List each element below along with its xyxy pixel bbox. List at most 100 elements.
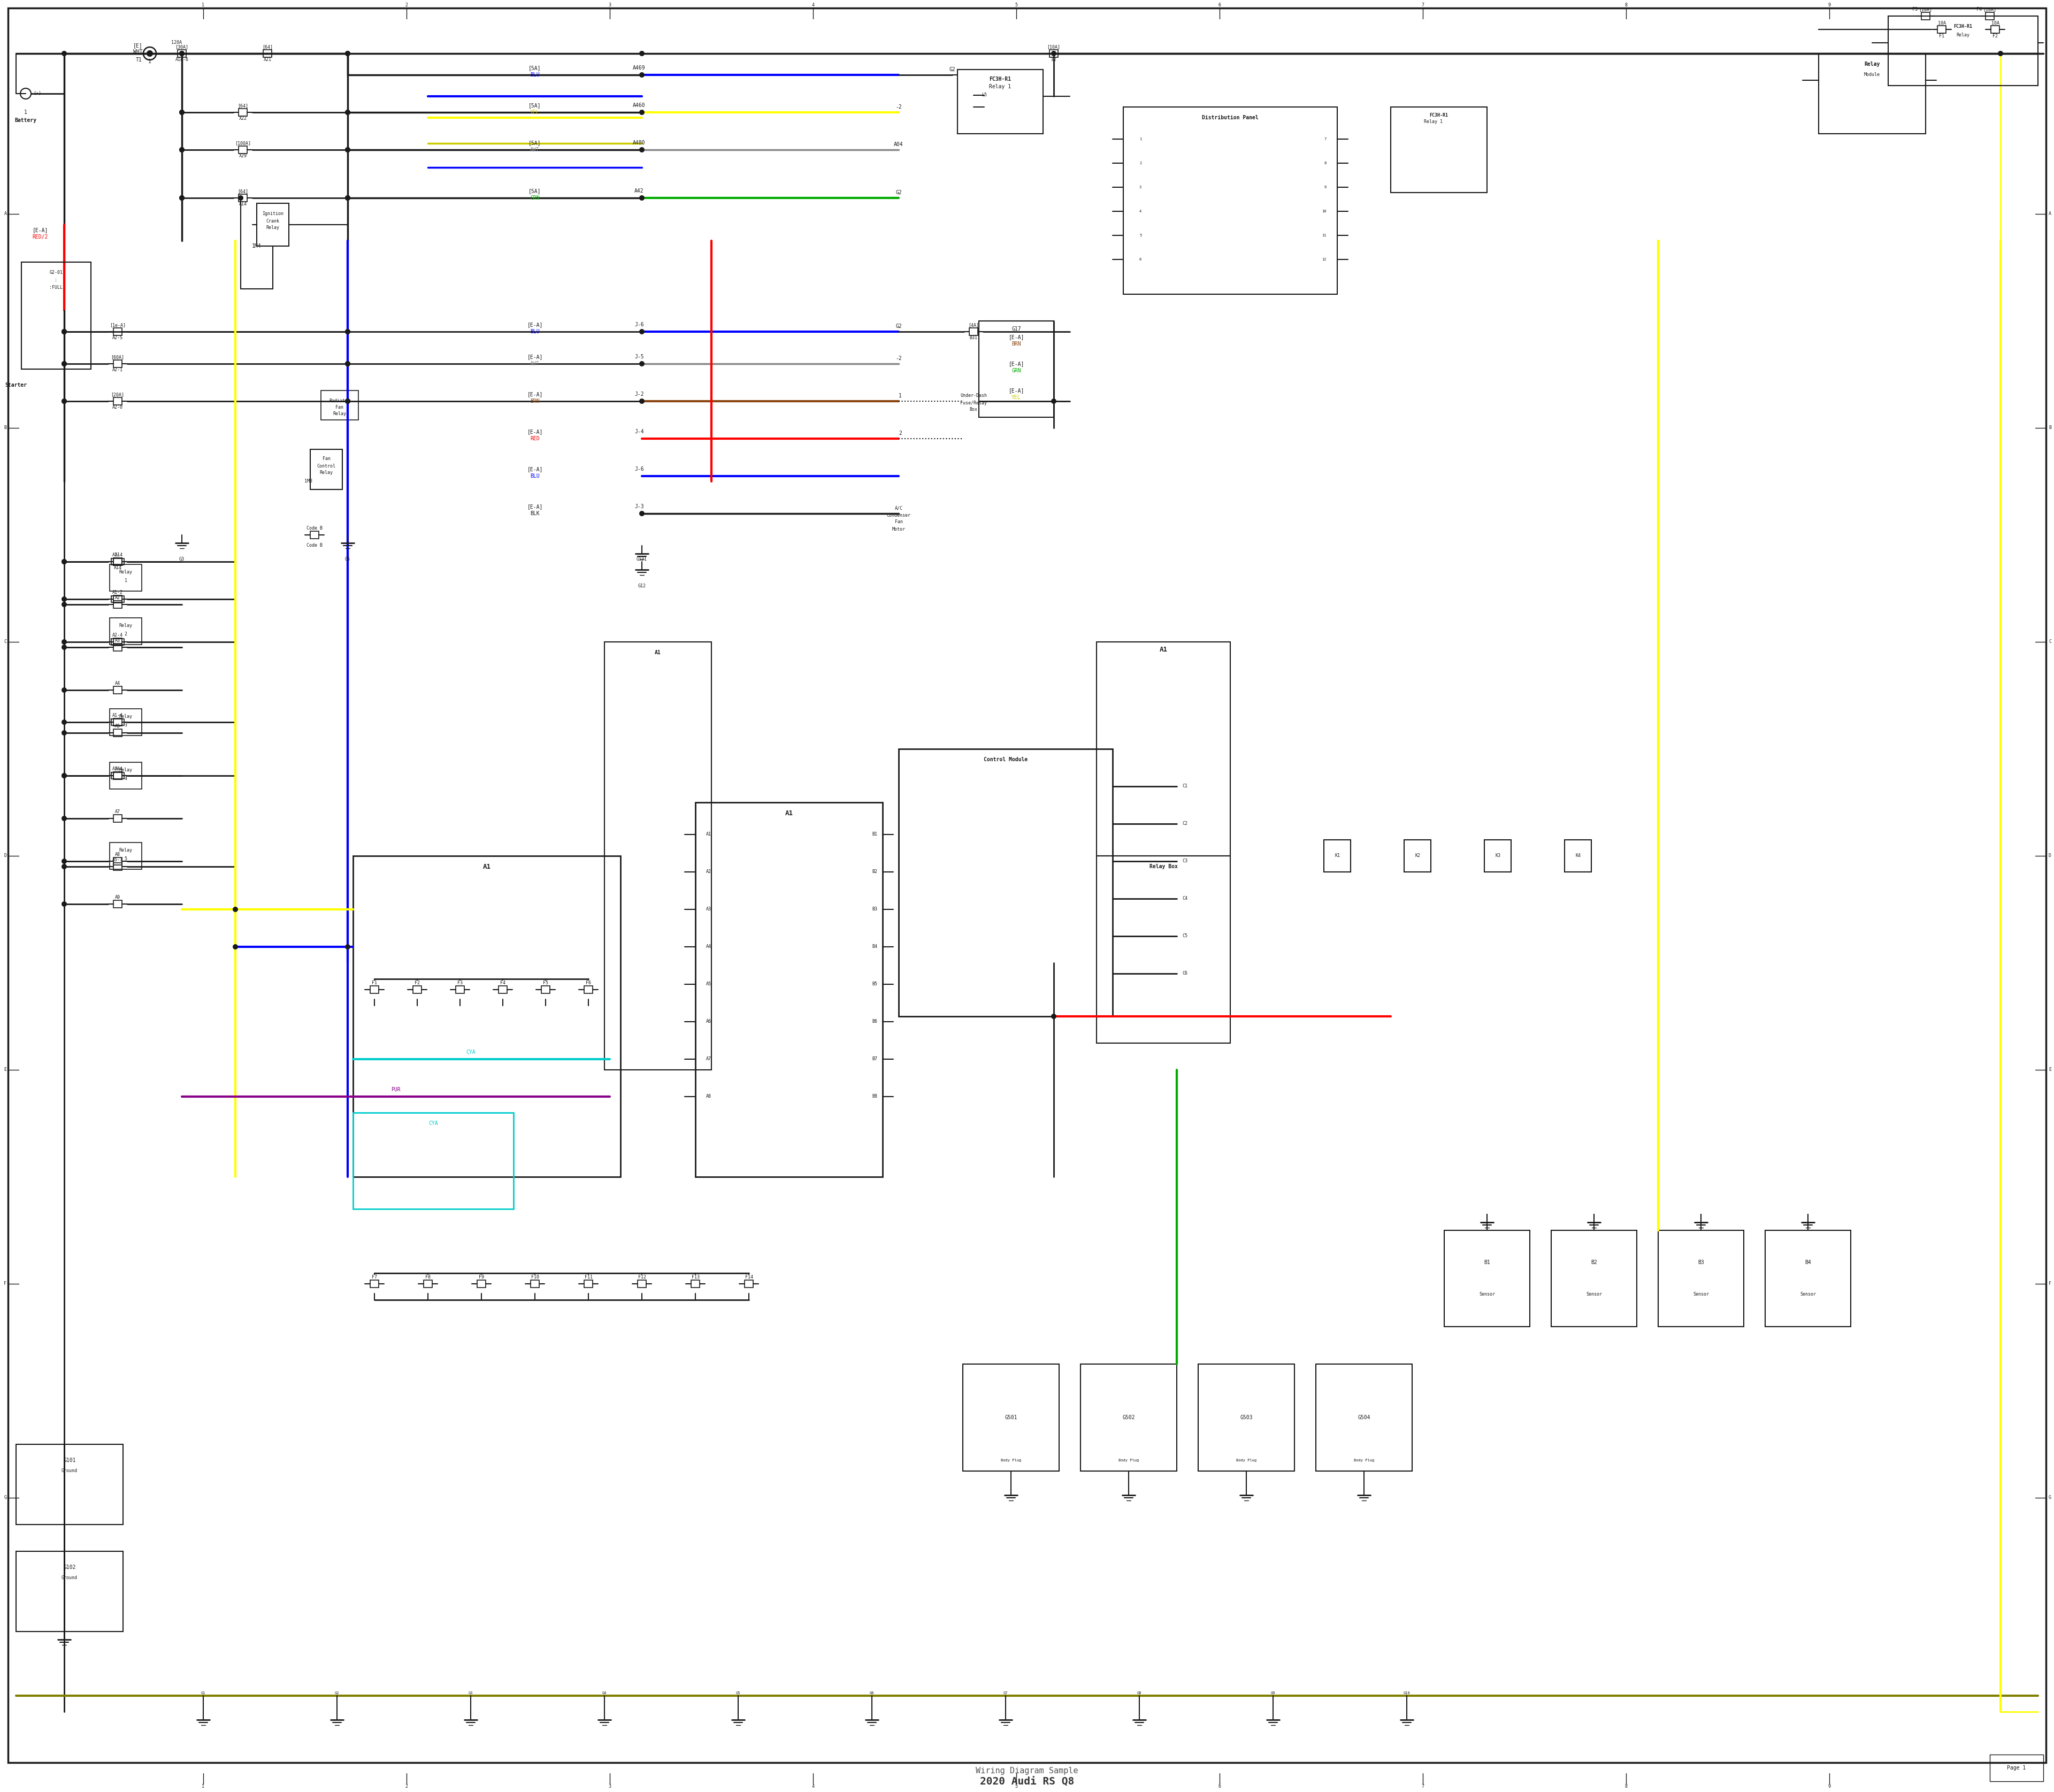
Circle shape bbox=[62, 719, 68, 724]
Text: [E-A]: [E-A] bbox=[1009, 360, 1025, 366]
Text: F: F bbox=[4, 1281, 6, 1287]
Circle shape bbox=[345, 109, 351, 115]
Text: C1: C1 bbox=[1183, 783, 1187, 788]
Text: 1: 1 bbox=[900, 392, 902, 398]
Circle shape bbox=[179, 147, 185, 152]
Text: WHT: WHT bbox=[134, 48, 142, 54]
Text: Body Plug: Body Plug bbox=[1237, 1459, 1257, 1462]
Text: 7: 7 bbox=[1421, 4, 1423, 7]
Bar bbox=[1937, 25, 1945, 34]
Text: F7: F7 bbox=[372, 1274, 378, 1279]
Bar bbox=[1080, 1364, 1177, 1471]
Circle shape bbox=[179, 147, 185, 152]
Text: YEL: YEL bbox=[1011, 394, 1021, 400]
Text: 2020 Audi RS Q8: 2020 Audi RS Q8 bbox=[980, 1776, 1074, 1787]
Text: [E-A]: [E-A] bbox=[1009, 387, 1025, 392]
Circle shape bbox=[62, 398, 68, 403]
Text: C3: C3 bbox=[1183, 858, 1187, 864]
Text: [5A]: [5A] bbox=[528, 102, 540, 108]
Text: A3: A3 bbox=[115, 638, 121, 643]
Text: [1e-A]: [1e-A] bbox=[109, 323, 125, 328]
Circle shape bbox=[345, 360, 351, 366]
Text: G1: G1 bbox=[201, 1692, 205, 1695]
Text: [E-A]: [E-A] bbox=[528, 428, 542, 434]
Text: Ground: Ground bbox=[62, 1469, 78, 1473]
Bar bbox=[113, 772, 121, 780]
Text: CYA: CYA bbox=[466, 1050, 474, 1055]
Circle shape bbox=[62, 398, 68, 403]
Text: 10: 10 bbox=[1323, 210, 1327, 213]
Bar bbox=[1818, 54, 1927, 134]
Text: F1: F1 bbox=[372, 980, 378, 986]
Circle shape bbox=[62, 360, 68, 366]
Text: Radiator: Radiator bbox=[329, 400, 351, 403]
Text: X22: X22 bbox=[238, 116, 246, 122]
Text: F3: F3 bbox=[1912, 7, 1918, 13]
Text: Fuse/Relay: Fuse/Relay bbox=[959, 400, 986, 405]
Bar bbox=[109, 618, 142, 645]
Text: GRN: GRN bbox=[530, 195, 540, 201]
Bar bbox=[109, 564, 142, 591]
Text: FC3H-R1: FC3H-R1 bbox=[1430, 113, 1448, 118]
Circle shape bbox=[345, 398, 351, 403]
Text: CYA: CYA bbox=[429, 1120, 438, 1125]
Text: J-6: J-6 bbox=[635, 466, 643, 471]
Text: [E-A]: [E-A] bbox=[528, 355, 542, 360]
Bar bbox=[16, 1552, 123, 1631]
Bar bbox=[1405, 840, 1432, 873]
Text: F4: F4 bbox=[1976, 7, 1982, 13]
Circle shape bbox=[62, 330, 68, 335]
Text: A2: A2 bbox=[707, 869, 711, 874]
Text: Sensor: Sensor bbox=[1799, 1292, 1816, 1297]
Text: B: B bbox=[4, 425, 6, 430]
Text: A: A bbox=[4, 211, 6, 217]
Text: 9: 9 bbox=[1325, 186, 1327, 188]
Circle shape bbox=[345, 147, 351, 152]
Circle shape bbox=[639, 195, 645, 201]
Bar bbox=[113, 815, 121, 823]
Text: 3: 3 bbox=[1140, 186, 1142, 188]
Bar bbox=[310, 530, 318, 539]
Circle shape bbox=[639, 511, 645, 516]
Circle shape bbox=[62, 559, 68, 564]
Bar bbox=[113, 900, 121, 909]
Circle shape bbox=[232, 907, 238, 912]
Circle shape bbox=[62, 330, 68, 335]
Text: Relay: Relay bbox=[267, 226, 279, 231]
Circle shape bbox=[62, 640, 68, 645]
Text: G9: G9 bbox=[1271, 1692, 1276, 1695]
Text: Relay: Relay bbox=[320, 471, 333, 475]
Bar bbox=[113, 862, 121, 871]
Text: BLU: BLU bbox=[530, 473, 540, 478]
Bar bbox=[477, 1279, 485, 1288]
Bar bbox=[109, 710, 142, 735]
Text: A/C: A/C bbox=[896, 505, 902, 511]
Bar bbox=[113, 557, 121, 566]
Bar bbox=[413, 986, 421, 993]
Text: J-5: J-5 bbox=[635, 355, 643, 360]
Circle shape bbox=[62, 330, 68, 335]
Text: A7: A7 bbox=[707, 1057, 711, 1061]
Text: B1: B1 bbox=[871, 831, 877, 837]
Circle shape bbox=[238, 195, 242, 201]
Text: 5: 5 bbox=[125, 857, 127, 860]
Text: G2: G2 bbox=[896, 324, 902, 330]
Bar bbox=[980, 321, 1054, 418]
Text: 2: 2 bbox=[1140, 161, 1142, 165]
Bar bbox=[1990, 25, 1999, 34]
Text: C2: C2 bbox=[1183, 821, 1187, 826]
Bar bbox=[1551, 1231, 1637, 1326]
Text: F10: F10 bbox=[530, 1274, 538, 1279]
Circle shape bbox=[179, 50, 185, 56]
Text: Body Plug: Body Plug bbox=[1000, 1459, 1021, 1462]
Text: Relay: Relay bbox=[119, 769, 131, 772]
Circle shape bbox=[345, 944, 351, 950]
Bar bbox=[370, 1279, 378, 1288]
Circle shape bbox=[639, 109, 645, 115]
Text: 5: 5 bbox=[1015, 4, 1017, 7]
Text: B3: B3 bbox=[871, 907, 877, 912]
Text: Relay: Relay bbox=[333, 412, 347, 416]
Text: A1: A1 bbox=[483, 864, 491, 871]
Circle shape bbox=[62, 50, 68, 56]
Text: A: A bbox=[2048, 211, 2052, 217]
